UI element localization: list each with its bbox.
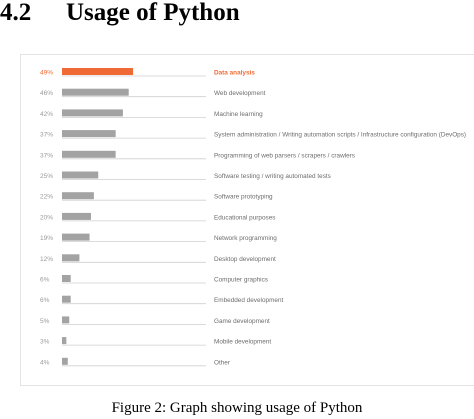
bar: [62, 316, 70, 324]
bar: [62, 357, 68, 365]
category-label: Computer graphics: [214, 277, 268, 284]
value-label: 42%: [40, 111, 53, 118]
category-label: Machine learning: [214, 111, 263, 118]
value-label: 19%: [40, 235, 53, 242]
bar: [62, 130, 116, 138]
category-label: Embedded development: [214, 297, 284, 304]
value-label: 25%: [40, 173, 53, 180]
category-label: Game development: [214, 318, 270, 325]
category-label: Data analysis: [214, 70, 255, 77]
bar: [62, 295, 71, 303]
category-label: Mobile development: [214, 339, 271, 346]
category-label: Web development: [214, 90, 266, 97]
bar: [62, 275, 71, 282]
value-label: 49%: [40, 70, 53, 77]
category-label: Software testing / writing automated tes…: [214, 173, 331, 180]
bar: [62, 150, 116, 158]
figure-caption: Figure 2: Graph showing usage of Python: [111, 400, 363, 416]
value-label: 6%: [40, 277, 50, 284]
value-label: 12%: [40, 256, 53, 263]
bar: [62, 192, 94, 200]
bar: [62, 109, 123, 117]
bar: [62, 254, 80, 262]
value-label: 5%: [40, 318, 50, 325]
bar: [62, 171, 99, 179]
category-label: Desktop development: [214, 256, 276, 263]
category-label: Educational purposes: [214, 214, 275, 221]
bar: [62, 88, 129, 96]
section-title: Usage of Python: [66, 0, 240, 26]
category-label: Programming of web parsers / scrapers / …: [214, 152, 355, 159]
section-heading: 4.2 Usage of Python: [0, 0, 240, 32]
category-label: Other: [214, 359, 231, 366]
section-number: 4.2: [0, 0, 32, 26]
value-label: 6%: [40, 297, 50, 304]
category-label: Network programming: [214, 235, 277, 242]
value-label: 37%: [40, 152, 53, 159]
bar: [62, 68, 134, 75]
value-label: 4%: [40, 359, 50, 366]
value-label: 22%: [40, 194, 53, 201]
chart-panel: 49% Data analysis 46% Web development 42% Mac…: [20, 54, 474, 386]
value-label: 20%: [40, 214, 53, 221]
category-label: Software prototyping: [214, 194, 273, 201]
bar: [62, 212, 91, 220]
value-label: 37%: [40, 132, 53, 139]
bar: [62, 233, 90, 241]
value-label: 3%: [40, 339, 50, 346]
value-label: 46%: [40, 90, 53, 97]
python-usage-bar-chart: 49% Data analysis 46% Web development 42% Mac…: [40, 68, 466, 366]
category-label: System administration / Writing automati…: [214, 132, 466, 139]
bar: [62, 337, 67, 345]
